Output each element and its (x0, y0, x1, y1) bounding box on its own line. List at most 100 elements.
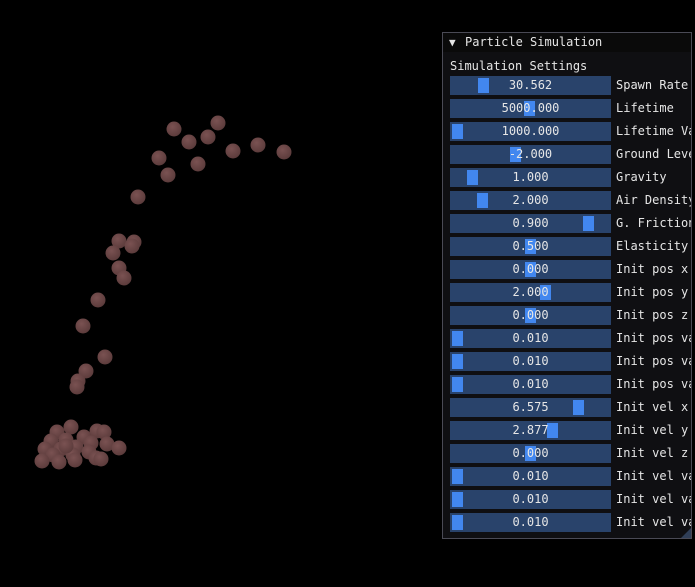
slider-grab-handle[interactable] (466, 170, 478, 185)
slider-track[interactable]: 0.010 (450, 352, 611, 371)
slider-value: 1000.000 (501, 124, 560, 138)
slider-grab-handle[interactable] (476, 193, 488, 208)
slider-row: 30.562 Spawn Rate (450, 76, 691, 99)
slider-value: -2.000 (508, 147, 553, 161)
slider-list: 30.562 Spawn Rate 5000.000 Lifetime 1000.000… (450, 76, 692, 536)
slider-value: 0.000 (512, 262, 549, 276)
slider-grab-handle[interactable] (452, 492, 463, 507)
slider-value: 0.010 (512, 515, 549, 529)
particle-sphere (63, 419, 79, 435)
particle-sphere (151, 150, 167, 166)
slider-label: G. Friction (616, 216, 692, 230)
slider-grab-handle[interactable] (525, 239, 536, 254)
collapse-arrow-icon[interactable]: ▼ (449, 36, 456, 49)
slider-row: 2.000 Init pos y (450, 283, 691, 306)
slider-label: Ground Leve (616, 147, 692, 161)
slider-label: Spawn Rate (616, 78, 689, 92)
slider-grab-handle[interactable] (546, 423, 558, 438)
particle-sphere (105, 245, 121, 261)
particle-sphere (90, 292, 106, 308)
slider-track[interactable]: 1000.000 (450, 122, 611, 141)
slider-track[interactable]: 5000.000 (450, 99, 611, 118)
slider-row: -2.000 Ground Leve (450, 145, 692, 168)
slider-value: 0.010 (512, 331, 549, 345)
particle-sphere (97, 349, 113, 365)
slider-label: Init pos x (616, 262, 689, 276)
particle-sphere (99, 436, 115, 452)
slider-row: 0.000 Init pos x (450, 260, 691, 283)
slider-track[interactable]: 0.900 (450, 214, 611, 233)
slider-track[interactable]: 0.000 (450, 260, 611, 279)
slider-grab-handle[interactable] (525, 308, 536, 323)
slider-row: 0.500 Elasticity (450, 237, 691, 260)
slider-label: Lifetime (616, 101, 674, 115)
particle-sphere (111, 233, 127, 249)
slider-track[interactable]: 2.877 (450, 421, 611, 440)
slider-label: Init pos va (616, 331, 692, 345)
slider-track[interactable]: 0.010 (450, 329, 611, 348)
slider-label: Init vel z (616, 446, 689, 460)
slider-track[interactable]: -2.000 (450, 145, 611, 164)
slider-grab-handle[interactable] (525, 262, 536, 277)
slider-value: 30.562 (508, 78, 553, 92)
slider-row: 0.010 Init vel va (450, 490, 691, 513)
resize-grip-icon[interactable] (681, 528, 691, 538)
slider-grab-handle[interactable] (525, 446, 536, 461)
slider-grab-handle[interactable] (539, 285, 551, 300)
particle-sphere (96, 424, 112, 440)
slider-row: 0.010 Init vel va (450, 467, 692, 490)
slider-track[interactable]: 0.010 (450, 513, 611, 532)
slider-label: Init vel y (616, 423, 689, 437)
slider-label: Gravity (616, 170, 667, 184)
slider-grab-handle[interactable] (478, 78, 490, 93)
slider-track[interactable]: 2.000 (450, 191, 611, 210)
slider-grab-handle[interactable] (452, 377, 463, 392)
particle-sphere (160, 167, 176, 183)
slider-label: Init vel va (616, 469, 692, 483)
slider-track[interactable]: 0.000 (450, 306, 611, 325)
slider-row: 0.010 Init vel va (450, 513, 691, 536)
section-header: Simulation Settings (450, 59, 588, 73)
slider-track[interactable]: 2.000 (450, 283, 611, 302)
slider-value: 0.500 (512, 239, 549, 253)
slider-grab-handle[interactable] (452, 354, 463, 369)
slider-grab-handle[interactable] (452, 515, 463, 530)
window-title-bar[interactable]: ▼ Particle Simulation (443, 33, 691, 52)
slider-grab-handle[interactable] (573, 400, 585, 415)
slider-row: 1000.000 Lifetime Va (450, 122, 691, 145)
slider-track[interactable]: 0.500 (450, 237, 611, 256)
particle-sphere (116, 270, 132, 286)
slider-grab-handle[interactable] (510, 147, 522, 162)
particle-sphere (166, 121, 182, 137)
slider-grab-handle[interactable] (523, 101, 535, 116)
slider-label: Elasticity (616, 239, 689, 253)
slider-row: 0.000 Init vel z (450, 444, 691, 467)
slider-track[interactable]: 0.010 (450, 490, 611, 509)
slider-value: 0.010 (512, 469, 549, 483)
particle-sphere (276, 144, 292, 160)
particle-sphere (124, 238, 140, 254)
particle-sphere (210, 115, 226, 131)
slider-grab-handle[interactable] (452, 469, 463, 484)
slider-row: 0.010 Init pos va (450, 375, 691, 398)
slider-grab-handle[interactable] (583, 216, 595, 231)
particle-sphere (111, 440, 127, 456)
slider-value: 5000.000 (501, 101, 560, 115)
particle-sphere (181, 134, 197, 150)
slider-grab-handle[interactable] (452, 124, 463, 139)
particle-sphere (190, 156, 206, 172)
slider-track[interactable]: 0.010 (450, 375, 611, 394)
slider-track[interactable]: 0.010 (450, 467, 611, 486)
slider-label: Init pos va (616, 354, 692, 368)
slider-track[interactable]: 30.562 (450, 76, 611, 95)
slider-grab-handle[interactable] (452, 331, 463, 346)
particle-sphere (67, 452, 83, 468)
particle-simulation-window[interactable]: ▼ Particle Simulation Simulation Setting… (442, 32, 692, 539)
particle-sphere (69, 379, 85, 395)
slider-value: 0.000 (512, 308, 549, 322)
slider-track[interactable]: 0.000 (450, 444, 611, 463)
particle-sphere (58, 438, 74, 454)
slider-track[interactable]: 6.575 (450, 398, 611, 417)
slider-track[interactable]: 1.000 (450, 168, 611, 187)
